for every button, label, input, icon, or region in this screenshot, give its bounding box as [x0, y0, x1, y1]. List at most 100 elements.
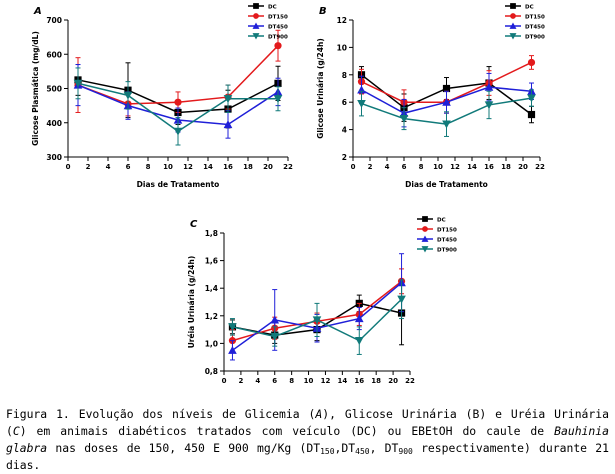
x-tick-label: 20 [263, 163, 273, 171]
y-tick-label: 0,8 [205, 367, 218, 376]
x-tick-label: 2 [86, 163, 91, 171]
caption-subscript: 150 [320, 447, 335, 456]
x-tick-label: 20 [518, 163, 528, 171]
y-tick-label: 4 [342, 126, 347, 135]
x-tick-label: 0 [66, 163, 71, 171]
caption-subscript: 900 [398, 447, 413, 456]
y-tick-label: 600 [46, 50, 62, 59]
y-tick-label: 1,6 [205, 257, 218, 266]
caption-text: ,DT [334, 441, 356, 455]
panel-label: B [319, 6, 327, 17]
x-tick-label: 22 [405, 377, 415, 385]
legend-label: DT900 [525, 35, 545, 41]
legend-marker [253, 3, 259, 9]
legend-label: DT450 [268, 25, 288, 31]
legend-marker [422, 216, 428, 222]
y-tick-label: 400 [46, 119, 62, 128]
series-dt900 [73, 67, 283, 146]
x-tick-label: 18 [501, 163, 511, 171]
legend: DC DT150 DT450 DT900 [505, 3, 545, 41]
legend-label: DT450 [525, 25, 545, 31]
x-tick-label: 2 [238, 377, 243, 385]
x-tick-label: 6 [272, 377, 277, 385]
y-tick-label: 700 [46, 16, 62, 25]
chart-panel-c: C 0,8 1,0 1,2 1,4 1,6 1,8 0 2 4 6 8 10 12 14 16 18 20 22 Ur… [187, 216, 457, 385]
chart-panel-a: A 300 400 500 600 700 0 2 4 6 8 10 12 14 16 18 20 22 Dias … [31, 3, 293, 189]
x-tick-label: 16 [223, 163, 233, 171]
data-point [270, 332, 280, 341]
y-tick-label: 8 [342, 71, 347, 80]
panel-label: C [190, 219, 198, 230]
data-point [73, 79, 83, 88]
x-tick-label: 10 [304, 377, 314, 385]
legend-label: DT900 [268, 35, 288, 41]
x-tick-label: 22 [283, 163, 293, 171]
legend-entry: DT150 [417, 226, 457, 234]
x-tick-label: 14 [203, 163, 213, 171]
legend-marker [252, 33, 260, 40]
data-point [442, 84, 451, 93]
legend-entry: DC [505, 3, 534, 11]
data-point [354, 337, 364, 345]
x-tick-label: 0 [351, 163, 356, 171]
x-tick-label: 18 [243, 163, 253, 171]
legend-marker [253, 13, 259, 19]
data-point [442, 97, 451, 106]
legend-entry: DT450 [505, 22, 545, 31]
legend-marker [509, 22, 517, 29]
legend-entry: DT150 [505, 13, 545, 21]
legend-entry: DT450 [417, 235, 457, 244]
legend-label: DC [525, 5, 534, 11]
legend-label: DT150 [525, 15, 545, 21]
data-point [270, 315, 280, 324]
data-point [354, 314, 364, 323]
x-tick-label: 12 [450, 163, 460, 171]
data-point [228, 345, 237, 354]
x-tick-label: 8 [419, 163, 424, 171]
legend-marker [422, 226, 428, 232]
y-tick-label: 10 [337, 43, 347, 52]
y-axis-title: Glicose Plasmática (mg/dL) [31, 31, 40, 146]
data-point [527, 94, 536, 103]
y-tick-label: 1,8 [205, 229, 218, 238]
legend-label: DT900 [437, 248, 457, 254]
legend-marker [421, 246, 429, 253]
caption-subscript: 450 [355, 447, 370, 456]
x-tick-label: 22 [535, 163, 545, 171]
legend-label: DT150 [437, 228, 457, 234]
data-point [223, 95, 233, 104]
legend: DC DT150 DT450 DT900 [248, 3, 288, 41]
y-tick-label: 1,4 [205, 284, 218, 293]
data-point [123, 91, 133, 100]
legend-label: DC [437, 218, 446, 224]
legend-marker [252, 22, 260, 29]
data-point [173, 127, 183, 136]
legend-entry: DT150 [248, 13, 288, 21]
x-tick-label: 6 [402, 163, 407, 171]
y-tick-label: 500 [46, 85, 62, 94]
x-tick-label: 18 [371, 377, 381, 385]
data-point [527, 58, 536, 67]
x-tick-label: 14 [337, 377, 347, 385]
x-axis-title: Dias de Tratamento [137, 180, 220, 189]
x-tick-label: 8 [289, 377, 294, 385]
caption-text: ) em animais diabéticos tratados com veí… [19, 424, 555, 438]
caption-text: Figura 1. Evolução dos níveis de Glicemi… [6, 407, 316, 421]
legend-label: DT150 [268, 15, 288, 21]
legend-entry: DC [417, 216, 446, 224]
legend-label: DT450 [437, 238, 457, 244]
data-point [399, 115, 409, 123]
x-tick-label: 12 [321, 377, 331, 385]
legend-marker [510, 13, 516, 19]
legend-entry: DT900 [248, 33, 288, 41]
y-tick-label: 12 [337, 16, 347, 25]
data-point [312, 316, 322, 325]
series-dt900 [228, 279, 406, 355]
data-point [442, 120, 451, 129]
data-point [484, 101, 494, 110]
x-tick-label: 16 [484, 163, 494, 171]
x-tick-label: 8 [146, 163, 151, 171]
data-point [397, 295, 406, 304]
y-tick-label: 1,2 [205, 312, 218, 321]
